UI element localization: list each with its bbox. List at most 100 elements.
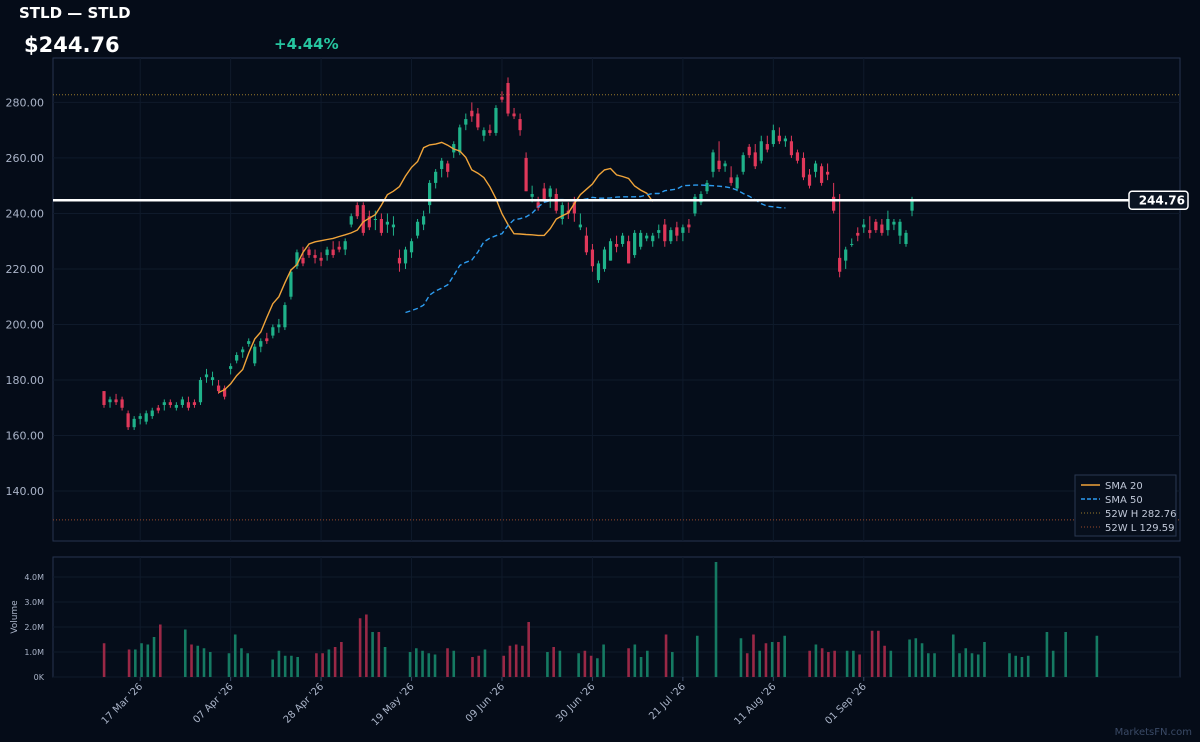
volume-bar: [146, 644, 150, 677]
candle-body: [295, 252, 299, 267]
candle-body: [277, 324, 281, 328]
volume-tick-label: 2.0M: [24, 623, 44, 632]
volume-bar: [752, 634, 755, 677]
volume-bar: [714, 562, 718, 677]
candle-body: [210, 377, 215, 380]
volume-bar: [596, 658, 599, 677]
volume-bar: [383, 647, 387, 677]
current-price: $244.76: [24, 33, 120, 57]
volume-bar: [1051, 650, 1055, 677]
candle-body: [711, 152, 715, 172]
candle-body: [560, 205, 564, 219]
volume-bar: [290, 655, 293, 677]
candle-body: [844, 249, 848, 261]
candle-body: [795, 152, 800, 161]
candle-body: [120, 399, 124, 408]
candle-body: [325, 249, 329, 256]
candle-body: [717, 160, 721, 170]
volume-bar: [870, 630, 874, 677]
candle-body: [645, 235, 649, 239]
candle-body: [458, 127, 462, 153]
volume-bar: [970, 653, 974, 677]
candle-body: [446, 163, 450, 172]
volume-bar: [820, 648, 824, 677]
y-tick-label: 140.00: [6, 485, 45, 498]
volume-bar: [196, 645, 200, 677]
volume-bar: [951, 634, 955, 677]
volume-bar: [227, 653, 231, 677]
volume-bar: [933, 653, 936, 677]
candle-body: [633, 232, 637, 256]
candle-body: [741, 155, 745, 172]
volume-bar: [914, 638, 918, 677]
volume-bar: [758, 650, 762, 677]
candle-body: [542, 188, 546, 200]
volume-bar: [134, 649, 137, 677]
candle-body: [192, 402, 197, 405]
candle-body: [819, 166, 824, 183]
candle-body: [675, 227, 679, 236]
candle-body: [168, 402, 172, 405]
volume-bar: [140, 643, 143, 677]
candle-body: [578, 224, 582, 228]
volume-bar: [670, 652, 674, 677]
candle-body: [204, 374, 209, 378]
volume-bar: [283, 655, 287, 677]
volume-bar: [246, 653, 250, 677]
volume-axis-label: Volume: [10, 600, 20, 634]
volume-bar: [271, 659, 274, 677]
candle-body: [590, 249, 595, 267]
volume-bar: [770, 642, 774, 677]
y-tick-label: 260.00: [6, 152, 45, 165]
candle-body: [832, 196, 836, 211]
candle-body: [482, 130, 486, 136]
candle-body: [759, 141, 763, 161]
candle-body: [850, 243, 854, 245]
candle-body: [536, 202, 540, 208]
candle-body: [102, 391, 106, 405]
y-tick-label: 200.00: [6, 318, 45, 331]
volume-bar: [377, 632, 381, 677]
candle-body: [108, 399, 112, 403]
watermark: MarketsFN.com: [1114, 727, 1192, 738]
volume-bar: [920, 643, 924, 677]
y-tick-label: 220.00: [6, 263, 45, 276]
price-change: +4.44%: [274, 35, 339, 53]
candle-body: [440, 160, 444, 170]
legend-entry: 52W H 282.76: [1105, 509, 1176, 520]
candle-body: [289, 271, 293, 297]
volume-bar: [371, 632, 374, 677]
candle-body: [409, 241, 414, 253]
last-price-label: 244.76: [1139, 194, 1185, 208]
candle-body: [729, 177, 733, 183]
candle-body: [162, 402, 166, 405]
volume-bar: [777, 642, 780, 677]
candle-body: [807, 174, 812, 186]
volume-bar: [739, 638, 743, 677]
candle-body: [434, 171, 438, 183]
candle-body: [186, 402, 191, 408]
x-tick-label: 11 Aug '26: [732, 681, 778, 727]
candle-body: [476, 113, 480, 128]
legend-entry: SMA 20: [1105, 481, 1143, 492]
candle-body: [265, 338, 269, 342]
candle-body: [470, 110, 474, 117]
candle-body: [464, 119, 468, 125]
candle-body: [337, 246, 341, 250]
candle-body: [367, 216, 371, 228]
candle-body: [898, 221, 902, 236]
volume-tick-label: 3.0M: [24, 598, 44, 607]
candle-body: [518, 119, 522, 131]
candle-body: [693, 196, 697, 214]
candle-body: [874, 221, 878, 231]
volume-bar: [1008, 653, 1011, 677]
volume-bar: [633, 644, 637, 677]
volume-bar: [202, 648, 206, 677]
candle-body: [126, 413, 130, 428]
volume-bar: [827, 652, 830, 677]
volume-bar: [558, 650, 562, 677]
y-tick-label: 240.00: [6, 207, 45, 220]
volume-bar: [446, 648, 449, 677]
volume-bar: [577, 653, 580, 677]
candle-body: [235, 355, 239, 361]
